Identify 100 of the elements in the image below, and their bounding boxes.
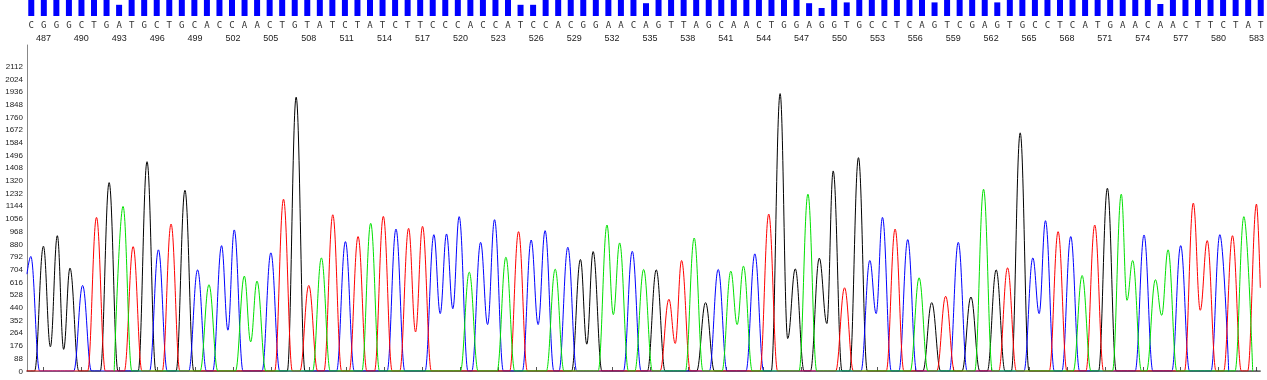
x-tick-label: C bbox=[756, 19, 762, 30]
x-tick-label: T bbox=[894, 19, 901, 30]
x-tick-label: A bbox=[505, 19, 512, 30]
x-tick-label: C bbox=[216, 19, 223, 30]
bar bbox=[103, 0, 110, 16]
bar bbox=[128, 0, 135, 16]
bar bbox=[856, 0, 863, 16]
x-tick-label: A bbox=[605, 19, 612, 30]
x-tick-label: T bbox=[517, 19, 524, 30]
bar bbox=[680, 0, 687, 16]
bar bbox=[743, 0, 750, 16]
x-tick-label: 526 bbox=[528, 32, 544, 43]
x-tick-label: G bbox=[292, 19, 298, 30]
x-tick-label: A bbox=[693, 19, 700, 30]
y-tick-label: 176 bbox=[9, 341, 24, 351]
y-tick-label: 704 bbox=[9, 264, 24, 274]
bar bbox=[1220, 0, 1227, 16]
bar bbox=[367, 0, 373, 16]
y-tick-label: 2112 bbox=[5, 61, 24, 71]
x-tick-label: 559 bbox=[945, 32, 961, 43]
x-tick-label: G bbox=[793, 19, 800, 30]
x-tick-label: T bbox=[379, 19, 386, 30]
x-tick-label: 523 bbox=[490, 32, 506, 43]
bar bbox=[705, 0, 712, 16]
x-tick-label: A bbox=[204, 19, 211, 30]
x-tick-label: G bbox=[41, 19, 47, 30]
x-tick-label: G bbox=[818, 19, 825, 30]
bar bbox=[429, 0, 436, 16]
bar bbox=[969, 0, 976, 16]
x-tick-label: 508 bbox=[301, 32, 317, 43]
x-tick-label: 529 bbox=[566, 32, 582, 43]
bar bbox=[1057, 0, 1063, 16]
x-tick-label: A bbox=[743, 19, 750, 30]
x-tick-label: C bbox=[1182, 19, 1189, 30]
x-tick-label: A bbox=[731, 19, 738, 30]
x-tick-label: C bbox=[1032, 19, 1038, 30]
x-tick-label: 502 bbox=[225, 32, 241, 43]
x-tick-label: T bbox=[166, 19, 173, 30]
x-tick-label: C bbox=[1220, 19, 1226, 30]
bar bbox=[567, 0, 574, 16]
bar bbox=[1182, 0, 1189, 16]
x-tick-label: G bbox=[53, 19, 60, 30]
bar bbox=[1157, 4, 1164, 16]
x-tick-label: T bbox=[768, 19, 775, 30]
bar bbox=[893, 0, 900, 16]
y-tick-label: 1936 bbox=[5, 87, 24, 97]
x-tick-label: A bbox=[367, 19, 374, 30]
x-tick-label: G bbox=[931, 19, 938, 30]
x-tick-label: C bbox=[1069, 19, 1076, 30]
x-tick-label: C bbox=[480, 19, 486, 30]
bar bbox=[78, 0, 85, 16]
x-tick-label: C bbox=[718, 19, 724, 30]
x-tick-label: C bbox=[530, 19, 536, 30]
x-tick-label: A bbox=[643, 19, 650, 30]
x-tick-label: A bbox=[919, 19, 926, 30]
x-tick-label: A bbox=[618, 19, 625, 30]
x-tick-label: C bbox=[442, 19, 448, 30]
bar bbox=[454, 0, 461, 16]
y-tick-label: 264 bbox=[9, 328, 24, 338]
y-tick-label: 1408 bbox=[5, 163, 24, 173]
x-tick-label: C bbox=[342, 19, 348, 30]
bar bbox=[781, 0, 787, 16]
bar bbox=[1069, 0, 1076, 16]
y-tick-label: 1848 bbox=[5, 99, 24, 109]
x-tick-label: G bbox=[179, 19, 185, 30]
x-tick-label: A bbox=[1132, 19, 1139, 30]
bar bbox=[1019, 0, 1026, 16]
x-tick-label: 499 bbox=[187, 32, 203, 43]
bar bbox=[392, 0, 399, 16]
bar bbox=[1031, 0, 1038, 16]
y-tick-label: 1144 bbox=[5, 201, 24, 211]
x-tick-label: C bbox=[492, 19, 499, 30]
y-tick-label: 528 bbox=[9, 290, 24, 300]
x-tick-label: A bbox=[1245, 19, 1252, 30]
bar bbox=[630, 0, 637, 16]
x-tick-label: G bbox=[66, 19, 72, 30]
y-tick-label: 1232 bbox=[5, 188, 24, 198]
bar bbox=[505, 0, 511, 16]
x-tick-label: 514 bbox=[377, 32, 393, 43]
bar bbox=[931, 2, 938, 16]
x-tick-label: C bbox=[191, 19, 198, 30]
y-tick-label: 616 bbox=[9, 277, 24, 287]
x-tick-label: G bbox=[969, 19, 975, 30]
y-tick-label: 1672 bbox=[5, 125, 24, 135]
x-tick-label: 493 bbox=[111, 32, 127, 43]
x-tick-label: 541 bbox=[718, 32, 734, 43]
bar bbox=[755, 0, 762, 16]
y-tick-label: 968 bbox=[9, 226, 24, 236]
bar bbox=[605, 0, 612, 16]
bar bbox=[417, 0, 424, 16]
y-tick-label: 1320 bbox=[5, 176, 24, 186]
x-tick-label: G bbox=[1019, 19, 1026, 30]
x-tick-label: T bbox=[354, 19, 361, 30]
bar bbox=[1132, 0, 1139, 16]
bar bbox=[91, 0, 97, 16]
x-tick-label: 520 bbox=[452, 32, 468, 43]
x-tick-label: G bbox=[706, 19, 712, 30]
bar bbox=[191, 0, 198, 16]
bar bbox=[530, 4, 537, 16]
bar bbox=[40, 0, 47, 16]
